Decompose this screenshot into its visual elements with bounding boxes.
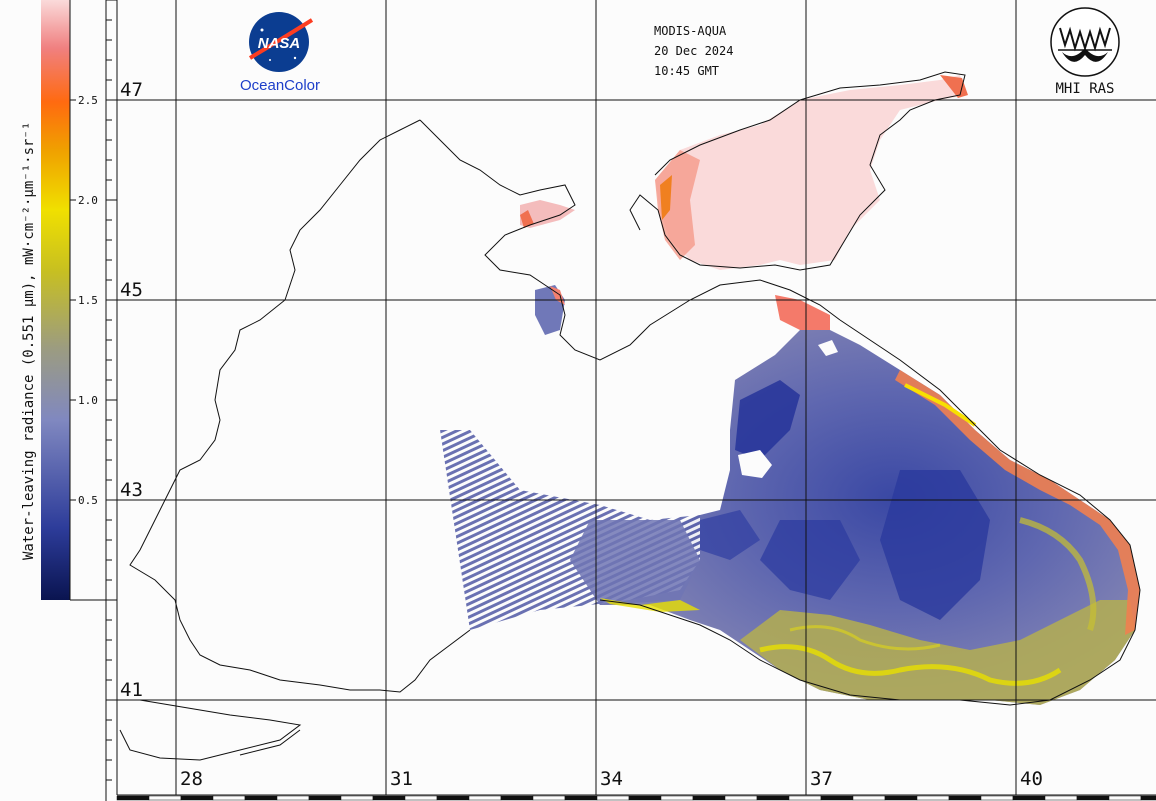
- colorbar-tick-label: 2.5: [78, 94, 98, 107]
- scale-segment: [244, 795, 278, 801]
- scale-segment: [820, 795, 854, 801]
- radiance-field: [440, 75, 1140, 705]
- bottom-scale: [116, 794, 1156, 801]
- scale-segment: [564, 795, 598, 801]
- nasa-logo: NASA OceanColor: [240, 12, 320, 94]
- scale-segment: [1108, 795, 1142, 801]
- colorbar-tick-label: 1.5: [78, 294, 98, 307]
- sensor-label: MODIS-AQUA: [654, 24, 727, 38]
- scale-segment: [500, 795, 534, 801]
- scale-segment: [212, 795, 246, 801]
- latitude-labels: 47 45 43 41: [120, 79, 143, 701]
- lon-label-34: 34: [600, 768, 623, 790]
- scale-segment: [1012, 795, 1046, 801]
- scale-segment: [916, 795, 950, 801]
- colorbar: 2.5 2.0 1.5 1.0 0.5 Water-leaving radiance (…: [21, 0, 106, 601]
- left-axis-ticks: [106, 0, 117, 781]
- scale-segment: [340, 795, 374, 801]
- scale-segment: [404, 795, 438, 801]
- scale-segment: [628, 795, 662, 801]
- longitude-labels: 28 31 34 37 40: [180, 768, 1043, 790]
- colorbar-tick-label: 1.0: [78, 394, 98, 407]
- colorbar-tick-label: 0.5: [78, 494, 98, 507]
- lon-label-31: 31: [390, 768, 413, 790]
- scale-segment: [436, 795, 470, 801]
- scale-segment: [724, 795, 758, 801]
- scale-segment: [596, 795, 630, 801]
- mhi-ras-text: MHI RAS: [1055, 81, 1114, 97]
- lon-label-40: 40: [1020, 768, 1043, 790]
- header-info: MODIS-AQUA 20 Dec 2024 10:45 GMT: [654, 24, 733, 78]
- date-label: 20 Dec 2024: [654, 44, 733, 58]
- scale-segment: [276, 795, 310, 801]
- scale-segment: [1140, 795, 1156, 801]
- scale-segment: [372, 795, 406, 801]
- scale-segment: [1044, 795, 1078, 801]
- lat-label-45: 45: [120, 279, 143, 301]
- scale-segment: [852, 795, 886, 801]
- colorbar-title: Water-leaving radiance (0.551 µm), mW·cm…: [21, 122, 37, 560]
- colorbar-gradient: [41, 0, 70, 600]
- scale-segment: [148, 795, 182, 801]
- lon-label-28: 28: [180, 768, 203, 790]
- scale-segment: [756, 795, 790, 801]
- lon-label-37: 37: [810, 768, 833, 790]
- scale-segment: [692, 795, 726, 801]
- scale-segment: [660, 795, 694, 801]
- scale-segment: [948, 795, 982, 801]
- scale-segment: [180, 795, 214, 801]
- scale-segment: [788, 795, 822, 801]
- scale-segment: [884, 795, 918, 801]
- scale-segment: [116, 795, 150, 801]
- scale-segment: [532, 795, 566, 801]
- oceancolor-text: OceanColor: [240, 77, 320, 94]
- scale-segment: [1076, 795, 1110, 801]
- colorbar-tick-label: 2.0: [78, 194, 98, 207]
- scale-segment: [980, 795, 1014, 801]
- lat-label-47: 47: [120, 79, 143, 101]
- mhi-ras-logo: MHI RAS: [1050, 7, 1120, 97]
- lat-label-41: 41: [120, 679, 143, 701]
- lat-label-43: 43: [120, 479, 143, 501]
- scale-segment: [468, 795, 502, 801]
- time-label: 10:45 GMT: [654, 64, 719, 78]
- scale-segment: [308, 795, 342, 801]
- nasa-logo-text: NASA: [258, 35, 301, 52]
- graticule: [117, 0, 1156, 795]
